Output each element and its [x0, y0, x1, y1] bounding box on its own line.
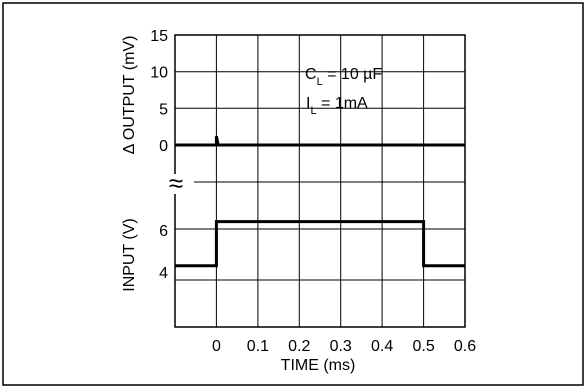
- y-axis-label-input: INPUT (V): [121, 218, 138, 291]
- x-tick-label: 0: [212, 338, 221, 355]
- y-tick-label-input: 6: [159, 223, 168, 240]
- x-tick-label: 0.6: [454, 338, 476, 355]
- y-tick-label-output: 10: [150, 65, 168, 82]
- y-tick-label-output: 15: [150, 28, 168, 45]
- x-tick-label: 0.4: [371, 338, 393, 355]
- x-tick-label: 0.1: [247, 338, 269, 355]
- annotation-il: IL = 1mA: [306, 95, 368, 117]
- x-axis-label: TIME (ms): [281, 357, 356, 374]
- svg-text:CL = 10 µF: CL = 10 µF: [305, 66, 382, 88]
- x-tick-label: 0.5: [412, 338, 434, 355]
- y-tick-label-input: 4: [159, 265, 168, 282]
- y-tick-label-output: 5: [159, 101, 168, 118]
- x-tick-label: 0.3: [330, 338, 352, 355]
- output-trace: [175, 135, 465, 147]
- series: [175, 135, 465, 268]
- axis-break-mask: [160, 174, 194, 194]
- annotation-cl: CL = 10 µF: [305, 66, 382, 88]
- y-tick-label-output: 0: [159, 138, 168, 155]
- axis-break-symbol: ≈: [169, 168, 183, 198]
- y-axis-label-output: Δ OUTPUT (mV): [121, 36, 138, 155]
- input-trace: [175, 220, 465, 268]
- x-tick-label: 0.2: [288, 338, 310, 355]
- tick-labels: 0 0.1 0.2 0.3 0.4 0.5 0.6 15 10 5 0 6 4: [150, 28, 476, 355]
- svg-text:IL = 1mA: IL = 1mA: [306, 95, 368, 117]
